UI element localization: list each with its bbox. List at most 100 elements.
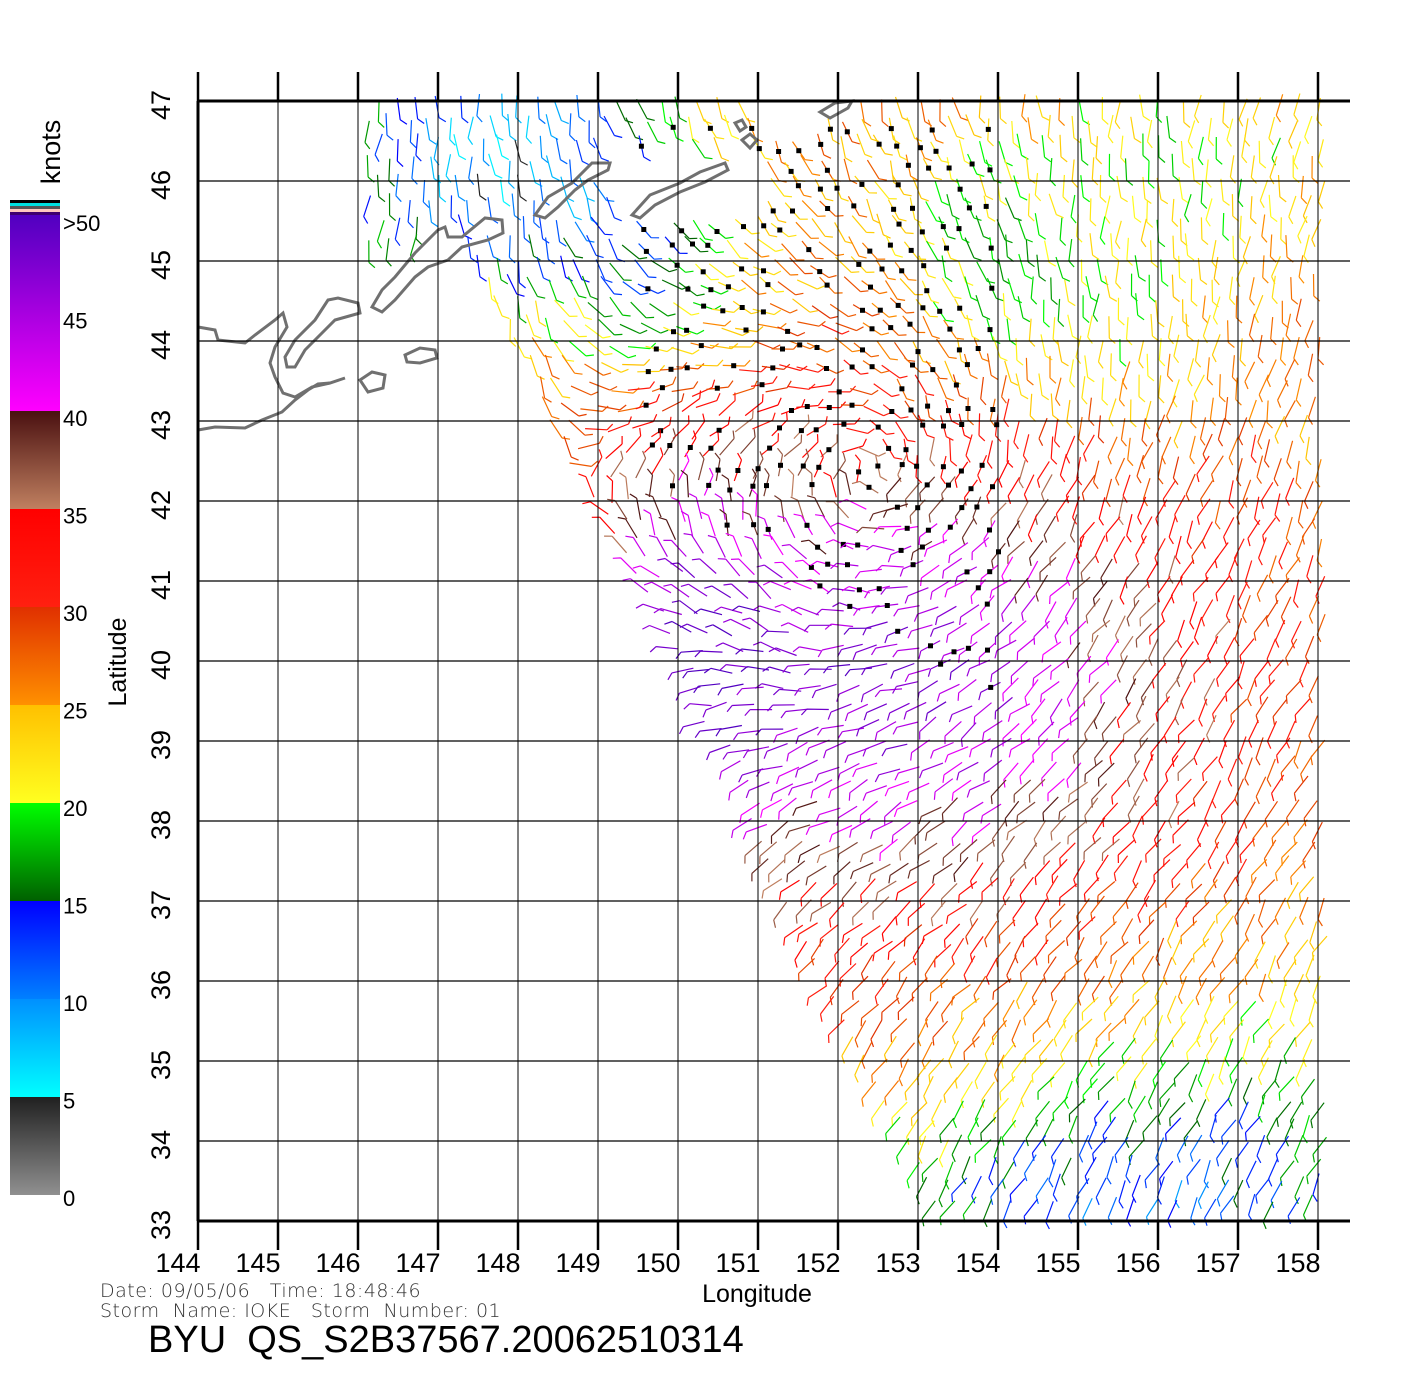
wind-vector-shaft [912,938,926,966]
rain-flag [844,129,850,135]
wind-vector [815,807,841,823]
wind-vector [784,202,808,220]
wind-vector-shaft [805,467,813,496]
wind-vector [1125,882,1139,909]
wind-vector [959,604,980,625]
wind-vector [1275,855,1290,882]
wind-vector-shaft [1244,757,1253,786]
wind-vector-shaft [1171,274,1180,303]
wind-vector-shaft [1066,399,1073,429]
wind-vector-shaft [1028,318,1036,347]
wind-vector [875,564,904,572]
wind-vector-shaft [722,749,750,760]
wind-vector-shaft [1235,377,1242,406]
wind-vector-shaft [848,779,868,801]
wind-vector [1141,418,1148,447]
wind-vector [944,1161,954,1190]
wind-vector-shaft [632,565,660,578]
wind-vector-shaft [692,219,713,241]
wind-vector [1177,975,1187,1005]
rain-flag [933,148,939,154]
wind-vector-shaft [1151,662,1167,689]
wind-vector [1121,1037,1136,1064]
wind-vector [1056,339,1069,367]
wind-vector-shaft [738,768,764,783]
wind-vector [723,583,749,600]
wind-vector [675,650,703,659]
wind-vector [1180,140,1191,169]
wind-vector-shaft [774,259,799,276]
wind-vector-shaft [1089,233,1100,261]
wind-vector-shaft [1175,778,1192,804]
wind-vector-shaft [1302,195,1312,224]
wind-vector [1302,1194,1313,1223]
wind-vector [1122,474,1131,503]
wind-vector-shaft [879,838,898,862]
wind-vector [1177,719,1195,744]
wind-vector [744,242,770,258]
wind-vector-shaft [517,296,527,324]
rain-flag [715,467,721,473]
wind-vector [832,602,861,611]
wind-vector [1097,881,1116,904]
wind-vector [1284,1118,1295,1147]
wind-vector-shaft [882,438,903,460]
wind-vector [704,585,732,599]
wind-vector-shaft [695,359,724,367]
rain-flag [910,362,915,368]
wind-vector [810,779,833,799]
wind-vector-shaft [861,1041,873,1069]
wind-vector [1285,516,1293,546]
wind-vector [750,488,758,517]
wind-vector-shaft [959,604,980,625]
colorbar-segment-20-25 [10,705,60,803]
wind-vector-shaft [811,305,839,319]
wind-vector [415,216,423,245]
wind-vector [1106,1156,1114,1185]
wind-vector [920,564,940,587]
wind-vector-shaft [860,100,872,127]
wind-vector-shaft [1024,679,1039,706]
wind-vector-shaft [1125,882,1139,909]
wind-vector-shaft [1154,1014,1164,1044]
wind-vector-shaft [774,561,799,579]
wind-vector-shaft [1023,474,1035,503]
wind-vector [1173,1061,1190,1087]
wind-vector [1155,300,1165,328]
wind-vector-shaft [1276,737,1291,764]
wind-vector-shaft [1145,838,1162,863]
wind-vector [903,438,916,466]
wind-vector [1297,500,1304,529]
wind-vector [744,535,762,559]
wind-vector-shaft [1295,1058,1306,1087]
wind-vector-shaft [619,323,648,335]
wind-vector [488,153,503,179]
wind-vector-shaft [980,1116,997,1142]
wind-vector-shaft [732,261,759,277]
rain-flag [876,586,882,592]
wind-vector [866,544,895,551]
wind-vector-shaft [582,501,609,515]
wind-vector [948,542,969,564]
wind-vector [507,114,517,142]
wind-vector-shaft [1190,400,1197,429]
wind-vector [789,340,818,350]
wind-vector [1217,418,1226,447]
wind-vector [1311,155,1319,184]
wind-vector [850,862,874,880]
rain-flag [926,165,932,171]
wind-vector [717,558,741,577]
wind-vector-shaft [1107,436,1118,465]
wind-vector [977,455,988,483]
wind-vector-shaft [1162,640,1178,666]
wind-vector [1070,194,1077,224]
wind-vector-shaft [1030,276,1038,305]
wind-vector-shaft [810,779,833,799]
wind-vector [1133,1062,1148,1089]
wind-vector [823,664,851,674]
wind-vector [1186,843,1202,869]
wind-vector [817,724,844,736]
wind-vector-shaft [787,781,814,796]
wind-vector-shaft [376,220,385,249]
wind-vector [1280,217,1288,246]
